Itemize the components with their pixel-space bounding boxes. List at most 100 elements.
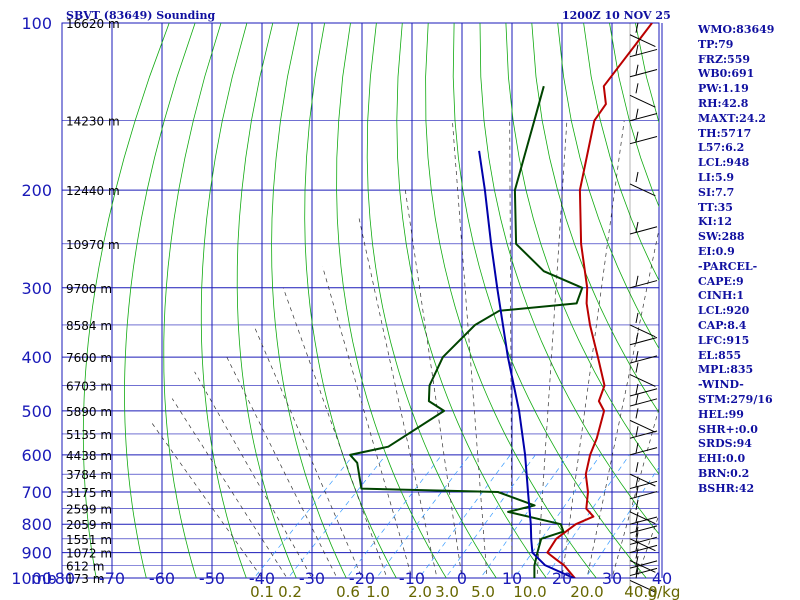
dry-adiabat — [236, 23, 297, 578]
index-item: L57:6.2 — [698, 141, 745, 155]
index-item: WB0:691 — [698, 67, 755, 81]
dry-adiabat — [271, 23, 347, 578]
wind-barb-flag — [635, 64, 639, 75]
wind-barb-flag — [635, 275, 639, 286]
temperature-label: -10 — [399, 569, 425, 588]
dry-adiabat — [452, 23, 647, 578]
index-item: CAP:8.4 — [698, 318, 747, 332]
mixing-ratio-line — [418, 454, 511, 578]
wind-barb — [629, 480, 658, 490]
index-item: MPL:835 — [698, 363, 754, 377]
height-label: 1551 m — [66, 533, 112, 547]
moist-adiabat — [358, 218, 438, 578]
temperature-label: -60 — [149, 569, 175, 588]
index-item: -PARCEL- — [698, 259, 758, 273]
index-item: TT:35 — [698, 200, 733, 214]
moist-adiabat — [322, 266, 413, 578]
index-item: LCL:948 — [698, 156, 750, 170]
mixing-ratio-label: 20.0 — [570, 583, 603, 600]
index-item: LCL:920 — [698, 304, 750, 318]
wind-barb-flag — [635, 22, 639, 33]
wind-barb-flag — [635, 393, 639, 405]
height-label: 173 m — [66, 572, 104, 586]
mixing-ratio-line — [480, 454, 569, 578]
dry-adiabat — [583, 23, 659, 282]
wind-barb-flag — [635, 426, 639, 437]
mixing-ratio-label: g/kg — [648, 583, 681, 600]
chart-title: SBVT (83649) Sounding — [66, 9, 216, 22]
index-item: CAPE:9 — [698, 274, 744, 288]
index-item: LFC:915 — [698, 333, 750, 347]
pressure-label: 300 — [21, 279, 52, 298]
wind-barb-flag — [635, 563, 639, 574]
temperature-label: -50 — [199, 569, 225, 588]
wind-barb-flag — [635, 568, 639, 579]
temperature-label: 30 — [602, 569, 622, 588]
wind-barb-flag — [635, 520, 639, 532]
dry-adiabat — [425, 23, 597, 578]
mixing-ratio-line — [287, 454, 387, 578]
wind-barb — [629, 355, 658, 364]
temperature-label: 0 — [457, 569, 467, 588]
indices-panel: WMO:83649 TP:79 FRZ:559 WB0:691 PW:1.19 RH:42… — [698, 23, 774, 497]
dry-adiabat — [366, 23, 497, 578]
index-item: LI:5.9 — [698, 170, 735, 184]
wind-barb-flag — [635, 526, 639, 537]
mixing-ratio-line — [253, 454, 354, 578]
wind-barb-flag — [635, 350, 639, 362]
wind-barb-flag — [635, 556, 639, 567]
dry-adiabat — [557, 23, 659, 350]
moist-adiabat — [561, 120, 625, 578]
dry-adiabat — [479, 23, 659, 535]
index-item: -WIND- — [698, 378, 744, 392]
index-item: EI:0.9 — [698, 244, 735, 258]
mixing-ratio-label: 3.0 — [435, 583, 459, 600]
height-label: 5890 m — [66, 405, 112, 419]
index-item: FRZ:559 — [698, 52, 751, 66]
moist-adiabat — [282, 287, 388, 578]
index-item: SHR+:0.0 — [698, 422, 758, 436]
index-item: SRDS:94 — [698, 437, 752, 451]
moist-adiabat — [151, 422, 263, 578]
height-label: 9700 m — [66, 282, 112, 296]
pressure-label: 900 — [21, 544, 52, 563]
moist-adiabat — [253, 324, 363, 578]
height-label: 4438 m — [66, 449, 112, 463]
pressure-label: 500 — [21, 402, 52, 421]
height-label: 12440 m — [66, 184, 120, 198]
wind-barb-flag — [635, 476, 639, 487]
wind-barb — [629, 516, 658, 525]
height-label: 10970 m — [66, 238, 120, 252]
temperature-label: 40 — [652, 569, 672, 588]
mixing-ratio-line — [375, 454, 471, 578]
index-item: TP:79 — [698, 37, 734, 51]
wind-barb-flag — [635, 408, 639, 419]
height-label: 8584 m — [66, 319, 112, 333]
wind-barb — [629, 491, 658, 500]
pressure-label: 1000 — [11, 569, 52, 588]
height-label: 2059 m — [66, 518, 112, 532]
background-lines — [82, 23, 659, 578]
wind-barb — [629, 113, 658, 122]
wind-barb — [629, 183, 656, 197]
wind-barbs — [629, 22, 658, 593]
index-item: STM:279/16 — [698, 392, 773, 406]
wind-barb-flag — [635, 548, 639, 559]
index-item: SI:7.7 — [698, 185, 735, 199]
mixing-ratio-line — [544, 454, 630, 578]
dry-adiabat — [163, 23, 222, 578]
height-label: 3784 m — [66, 468, 112, 482]
wind-barb — [629, 419, 656, 433]
index-item: KI:12 — [698, 215, 733, 229]
temperature-label: -30 — [299, 569, 325, 588]
wind-barb — [629, 525, 658, 534]
dry-adiabat — [396, 23, 547, 578]
dry-adiabat — [82, 23, 170, 578]
index-item: BSHR:42 — [698, 481, 755, 495]
wind-barb — [629, 69, 658, 78]
mixing-ratio-label: 0.6 — [336, 583, 360, 600]
wind-barb — [629, 374, 656, 387]
index-item: RH:42.8 — [698, 96, 749, 110]
